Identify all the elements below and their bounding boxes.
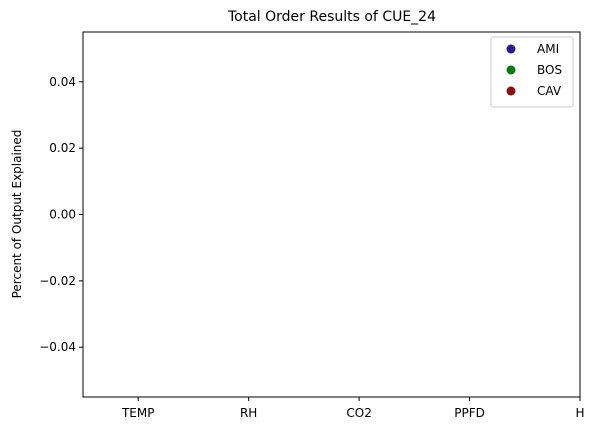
legend-label: BOS: [537, 63, 562, 77]
y-tick-label: −0.02: [39, 274, 76, 288]
legend-marker: [506, 86, 516, 96]
x-tick-label: CO2: [346, 406, 371, 420]
y-tick-label: 0.02: [49, 141, 76, 155]
chart-title: Total Order Results of CUE_24: [227, 9, 436, 25]
x-tick-label: RH: [240, 406, 257, 420]
y-tick-label: −0.04: [39, 340, 76, 354]
y-axis-ticks: −0.04 −0.02 0.00 0.02 0.04: [39, 75, 83, 354]
y-tick-label: 0.00: [49, 208, 76, 222]
x-tick-label: H: [575, 406, 584, 420]
x-tick-label: TEMP: [121, 406, 155, 420]
legend-label: AMI: [537, 42, 559, 56]
x-tick-label: PPFD: [454, 406, 485, 420]
legend-label: CAV: [537, 84, 562, 98]
y-tick-label: 0.04: [49, 75, 76, 89]
x-axis-ticks: TEMP RH CO2 PPFD H: [121, 397, 585, 420]
legend-marker: [506, 65, 516, 75]
y-axis-label: Percent of Output Explained: [10, 130, 24, 299]
legend-marker: [506, 44, 516, 54]
legend: AMI BOS CAV: [490, 36, 574, 108]
